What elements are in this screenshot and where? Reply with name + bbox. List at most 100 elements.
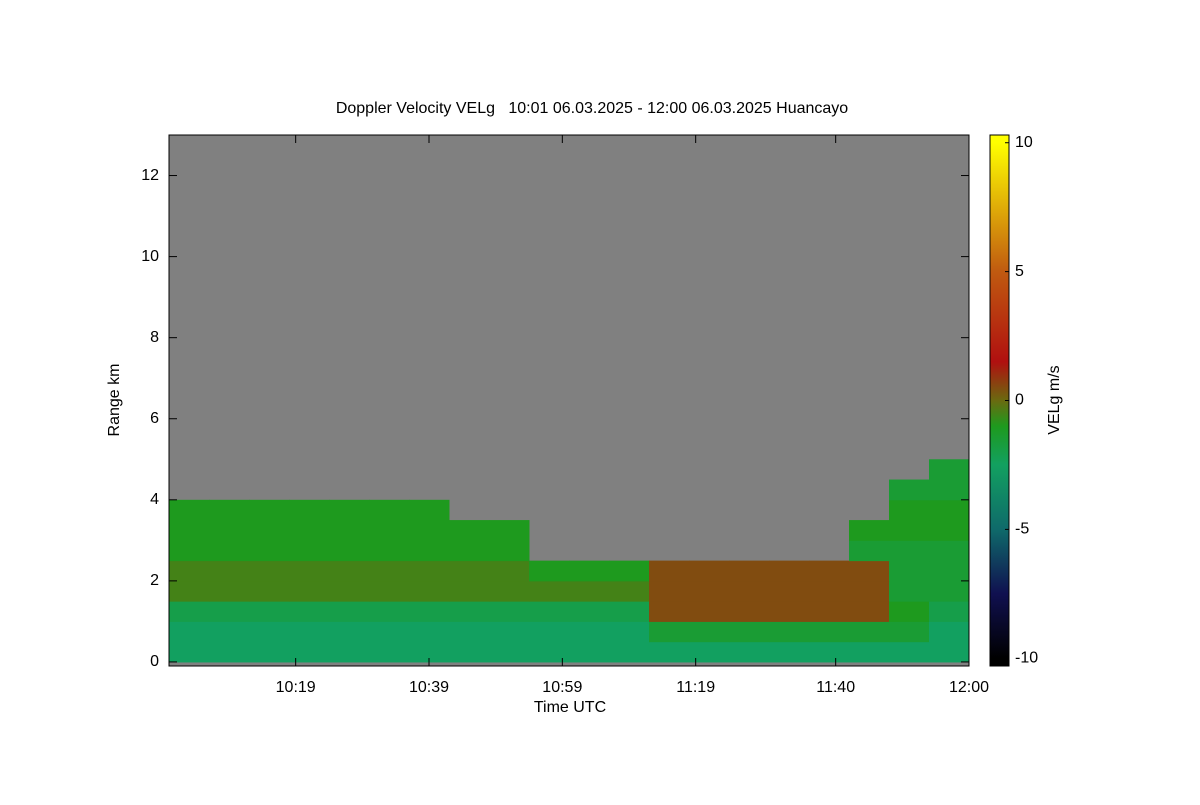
y-tick-label: 6: [150, 410, 159, 427]
heatmap-cell: [209, 641, 250, 663]
x-tick-label: 10:59: [542, 679, 582, 696]
heatmap-cell: [929, 540, 970, 562]
heatmap-cell: [729, 621, 770, 643]
heatmap-cell: [289, 520, 330, 541]
colorbar-label: VELg m/s: [1046, 365, 1063, 434]
heatmap-cell: [809, 601, 850, 622]
heatmap-cell: [169, 560, 210, 582]
heatmap-cell: [209, 560, 250, 582]
heatmap-cell: [529, 560, 570, 582]
heatmap-cell: [529, 641, 570, 663]
heatmap-cell: [489, 560, 530, 582]
heatmap-cell: [489, 601, 530, 622]
colorbar-tick-label: 0: [1015, 392, 1024, 409]
heatmap-cell: [169, 641, 210, 663]
heatmap-cell: [649, 580, 690, 602]
heatmap-cell: [729, 580, 770, 602]
x-tick-label: 11:19: [676, 679, 715, 696]
heatmap-cell: [249, 520, 290, 541]
heatmap-cell: [489, 580, 530, 602]
heatmap-cell: [849, 520, 890, 541]
heatmap-cell: [409, 499, 450, 521]
heatmap-cell: [209, 621, 250, 643]
heatmap-cell: [289, 499, 330, 521]
y-tick-label: 4: [150, 491, 159, 508]
heatmap-cell: [449, 520, 490, 541]
x-tick-label: 11:40: [816, 679, 855, 696]
heatmap-cell: [729, 641, 770, 663]
heatmap-cell: [689, 621, 730, 643]
heatmap-cell: [329, 641, 370, 663]
heatmap-cell: [609, 621, 650, 643]
heatmap-cell: [169, 540, 210, 562]
heatmap-cell: [369, 641, 410, 663]
x-axis-label: Time UTC: [534, 699, 606, 716]
heatmap-cell: [529, 621, 570, 643]
heatmap-cell: [689, 560, 730, 582]
heatmap-cell: [329, 580, 370, 602]
colorbar-tick-label: 10: [1015, 134, 1033, 151]
heatmap-cell: [409, 621, 450, 643]
heatmap-cell: [529, 580, 570, 602]
heatmap-cell: [889, 540, 930, 562]
plot-frame: [168, 134, 970, 667]
heatmap-cell: [889, 560, 930, 582]
heatmap-cell: [769, 641, 810, 663]
heatmap-cell: [529, 601, 570, 622]
heatmap-cell: [249, 580, 290, 602]
heatmap-cell: [289, 560, 330, 582]
heatmap-cell: [329, 601, 370, 622]
heatmap-cell: [569, 641, 610, 663]
heatmap-cell: [449, 641, 490, 663]
heatmap-cell: [169, 601, 210, 622]
heatmap-cell: [169, 499, 210, 521]
heatmap-cell: [649, 621, 690, 643]
heatmap-cell: [569, 560, 610, 582]
heatmap-cell: [609, 580, 650, 602]
heatmap-cell: [369, 580, 410, 602]
heatmap-cell: [929, 580, 970, 602]
heatmap-cell: [929, 499, 970, 521]
heatmap-cell: [929, 459, 970, 481]
heatmap-cell: [409, 520, 450, 541]
heatmap-cell: [649, 601, 690, 622]
heatmap-cell: [409, 641, 450, 663]
heatmap-cell: [649, 641, 690, 663]
x-tick-label: 12:00: [949, 679, 989, 696]
heatmap-cell: [289, 621, 330, 643]
y-tick-label: 0: [150, 653, 159, 670]
heatmap-cell: [729, 560, 770, 582]
heatmap-cell: [849, 580, 890, 602]
heatmap-cell: [289, 601, 330, 622]
chart-title: Doppler Velocity VELg 10:01 06.03.2025 -…: [336, 100, 848, 117]
heatmap-cell: [249, 499, 290, 521]
heatmap-cell: [889, 580, 930, 602]
heatmap-cell: [369, 540, 410, 562]
heatmap-cell: [889, 641, 930, 663]
heatmap-cell: [929, 479, 970, 501]
heatmap-cell: [809, 641, 850, 663]
heatmap-cell: [849, 540, 890, 562]
heatmap-cell: [369, 621, 410, 643]
heatmap-cell: [809, 621, 850, 643]
heatmap-cell: [409, 540, 450, 562]
heatmap-cell: [929, 601, 970, 622]
colorbar-tick-label: -10: [1015, 649, 1038, 666]
heatmap-cell: [569, 621, 610, 643]
heatmap-cell: [249, 641, 290, 663]
x-tick-label: 10:19: [276, 679, 316, 696]
heatmap-cell: [609, 601, 650, 622]
heatmap-cell: [889, 601, 930, 622]
heatmap-cell: [489, 641, 530, 663]
heatmap-cell: [409, 580, 450, 602]
heatmap-cell: [889, 621, 930, 643]
heatmap-cell: [449, 621, 490, 643]
heatmap-cell: [329, 540, 370, 562]
heatmap-cell: [289, 580, 330, 602]
heatmap-cell: [209, 540, 250, 562]
heatmap-cell: [209, 520, 250, 541]
heatmap-cell: [489, 621, 530, 643]
heatmap-cell: [689, 641, 730, 663]
heatmap-cell: [569, 601, 610, 622]
heatmap-cell: [249, 621, 290, 643]
